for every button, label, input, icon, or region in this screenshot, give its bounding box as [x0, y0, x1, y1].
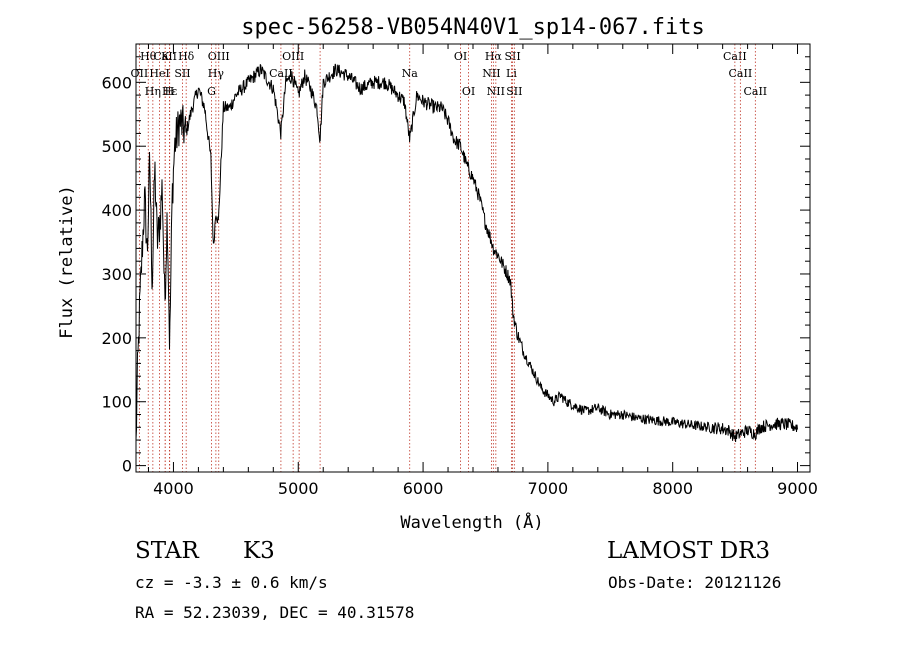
spectral-line-label: CaII: [723, 50, 747, 63]
spectral-line-label: CaII: [729, 67, 753, 80]
spectral-line-label: Li: [506, 67, 517, 80]
spectral-line-label: CaII: [269, 67, 293, 80]
y-tick-label: 0: [122, 457, 132, 476]
spectral-line-label: K: [161, 50, 170, 63]
observation-date: Obs-Date: 20121126: [608, 573, 782, 592]
axes: 4000 5000 6000 7000 8000 9000 0 100 200 300 400 500…: [101, 44, 818, 498]
x-tick-label: 9000: [777, 479, 818, 498]
spectral-line-label: OI: [462, 85, 475, 98]
spectral-line-label: CaII: [743, 85, 767, 98]
y-tick-label: 300: [101, 265, 132, 284]
chart-title: spec-56258-VB054N40V1_sp14-067.fits: [241, 15, 705, 40]
spectral-line-label: H: [165, 85, 175, 98]
spectral-line-label: Hα: [485, 50, 503, 63]
spectral-line-label: OII: [131, 67, 149, 80]
y-tick-label: 600: [101, 73, 132, 92]
spectral-line-label: Hδ: [178, 50, 195, 63]
x-tick-label: 4000: [153, 479, 194, 498]
spectral-line-label: OIII: [208, 50, 230, 63]
spectral-line-label: HeI: [149, 67, 169, 80]
object-subclass: K3: [243, 538, 275, 564]
spectral-line-label: CaII: [153, 50, 177, 63]
spectral-line-label: SII: [504, 50, 520, 63]
spectrum-plot-area: [136, 63, 798, 443]
spectral-line-label: Hγ: [208, 67, 225, 80]
spectral-line-label: Hη: [145, 85, 161, 98]
spectral-line-label: Hθ: [140, 50, 157, 63]
y-tick-label: 400: [101, 201, 132, 220]
object-class: STAR: [135, 538, 199, 564]
x-axis-label: Wavelength (Å): [400, 511, 543, 533]
spectrum-line: [136, 63, 798, 443]
survey-name: LAMOST DR3: [607, 538, 771, 564]
x-tick-label: 5000: [278, 479, 319, 498]
spectral-line-label: G: [207, 85, 216, 98]
y-tick-label: 500: [101, 137, 132, 156]
x-tick-label: 7000: [528, 479, 569, 498]
spectral-line-label: SII: [174, 67, 190, 80]
x-tick-label: 8000: [652, 479, 693, 498]
y-tick-label: 200: [101, 329, 132, 348]
plot-frame: [135, 43, 811, 473]
coordinates: RA = 52.23039, DEC = 40.31578: [135, 603, 415, 622]
spectral-line-label: Na: [402, 67, 419, 80]
y-tick-label: 100: [101, 393, 132, 412]
x-tick-label: 6000: [403, 479, 444, 498]
y-axis-label: Flux (relative): [57, 185, 77, 339]
spectral-line-label: OIII: [282, 50, 304, 63]
redshift-cz: cz = -3.3 ± 0.6 km/s: [135, 573, 328, 592]
spectral-line-label: NII: [482, 67, 500, 80]
spectral-line-label: Hε: [162, 85, 178, 98]
spectral-line-label: OI: [454, 50, 467, 63]
spectral-line-label: NII: [487, 85, 505, 98]
spectral-line-label: SII: [506, 85, 522, 98]
